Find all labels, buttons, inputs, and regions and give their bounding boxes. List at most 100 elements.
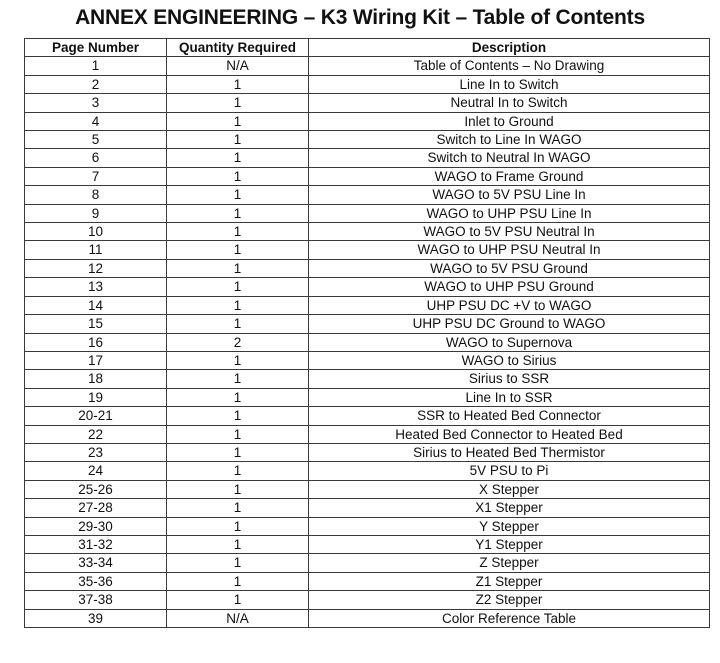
- quantity-cell: 1: [166, 277, 309, 297]
- quantity-cell: 1: [166, 203, 309, 224]
- quantity-cell: 1: [166, 479, 309, 500]
- page-number-cell: 7: [24, 166, 167, 187]
- table-body: 1 N/A Table of Contents – No Drawing 2 1 Line…: [24, 56, 710, 629]
- description-cell: Color Reference Table: [308, 608, 710, 629]
- quantity-cell: 1: [166, 93, 309, 113]
- description-cell: WAGO to UHP PSU Neutral In: [308, 240, 710, 260]
- description-cell: Neutral In to Switch: [308, 93, 710, 113]
- table-row: 31-32 1 Y1 Stepper: [24, 534, 710, 555]
- description-cell: UHP PSU DC +V to WAGO: [308, 295, 710, 316]
- quantity-cell: 1: [166, 130, 309, 150]
- header-page-number: Page Number: [24, 37, 167, 58]
- description-cell: Line In to Switch: [308, 74, 710, 95]
- table-row: 23 1 Sirius to Heated Bed Thermistor: [24, 442, 710, 463]
- description-cell: WAGO to UHP PSU Ground: [308, 277, 710, 297]
- quantity-cell: 1: [166, 111, 309, 132]
- description-cell: WAGO to Sirius: [308, 350, 710, 371]
- table-row: 10 1 WAGO to 5V PSU Neutral In: [24, 222, 710, 242]
- page-number-cell: 23: [24, 442, 167, 463]
- table-row: 3 1 Neutral In to Switch: [24, 93, 710, 113]
- page-number-cell: 20-21: [24, 406, 167, 426]
- table-row: 1 N/A Table of Contents – No Drawing: [24, 56, 710, 76]
- table-row: 27-28 1 X1 Stepper: [24, 498, 710, 518]
- quantity-cell: 1: [166, 350, 309, 371]
- quantity-cell: 1: [166, 590, 309, 610]
- table-row: 18 1 Sirius to SSR: [24, 369, 710, 389]
- quantity-cell: 1: [166, 571, 309, 592]
- page-number-cell: 22: [24, 424, 167, 444]
- table-row: 7 1 WAGO to Frame Ground: [24, 166, 710, 187]
- description-cell: Z2 Stepper: [308, 590, 710, 610]
- description-cell: Line In to SSR: [308, 387, 710, 408]
- table-row: 20-21 1 SSR to Heated Bed Connector: [24, 406, 710, 426]
- header-description: Description: [308, 37, 710, 58]
- table-row: 14 1 UHP PSU DC +V to WAGO: [24, 295, 710, 316]
- page-number-cell: 39: [24, 608, 167, 629]
- page-number-cell: 24: [24, 461, 167, 481]
- description-cell: WAGO to UHP PSU Line In: [308, 203, 710, 224]
- page-number-cell: 1: [24, 56, 167, 76]
- quantity-cell: 1: [166, 498, 309, 518]
- description-cell: Z Stepper: [308, 553, 710, 573]
- page-number-cell: 37-38: [24, 590, 167, 610]
- page-number-cell: 8: [24, 185, 167, 205]
- description-cell: Sirius to Heated Bed Thermistor: [308, 442, 710, 463]
- quantity-cell: 2: [166, 332, 309, 352]
- quantity-cell: N/A: [166, 608, 309, 629]
- table-row: 35-36 1 Z1 Stepper: [24, 571, 710, 592]
- description-cell: WAGO to Frame Ground: [308, 166, 710, 187]
- table-row: 13 1 WAGO to UHP PSU Ground: [24, 277, 710, 297]
- description-cell: WAGO to 5V PSU Line In: [308, 185, 710, 205]
- table-row: 12 1 WAGO to 5V PSU Ground: [24, 258, 710, 279]
- page-number-cell: 29-30: [24, 516, 167, 536]
- description-cell: WAGO to 5V PSU Ground: [308, 258, 710, 279]
- quantity-cell: 1: [166, 295, 309, 316]
- quantity-cell: N/A: [166, 56, 309, 76]
- description-cell: Y Stepper: [308, 516, 710, 536]
- quantity-cell: 1: [166, 553, 309, 573]
- table-row: 24 1 5V PSU to Pi: [24, 461, 710, 481]
- table-row: 19 1 Line In to SSR: [24, 387, 710, 408]
- page-number-cell: 2: [24, 74, 167, 95]
- description-cell: WAGO to Supernova: [308, 332, 710, 352]
- page-number-cell: 4: [24, 111, 167, 132]
- header-quantity-required: Quantity Required: [166, 37, 309, 58]
- table-row: 25-26 1 X Stepper: [24, 479, 710, 500]
- page-number-cell: 18: [24, 369, 167, 389]
- quantity-cell: 1: [166, 534, 309, 555]
- page-number-cell: 6: [24, 148, 167, 168]
- page-number-cell: 9: [24, 203, 167, 224]
- page-number-cell: 19: [24, 387, 167, 408]
- table-row: 6 1 Switch to Neutral In WAGO: [24, 148, 710, 168]
- document-title: ANNEX ENGINEERING – K3 Wiring Kit – Tabl…: [75, 6, 645, 29]
- page-number-cell: 35-36: [24, 571, 167, 592]
- table-row: 4 1 Inlet to Ground: [24, 111, 710, 132]
- quantity-cell: 1: [166, 166, 309, 187]
- page-number-cell: 16: [24, 332, 167, 352]
- page-number-cell: 11: [24, 240, 167, 260]
- description-cell: UHP PSU DC Ground to WAGO: [308, 314, 710, 334]
- table-row: 5 1 Switch to Line In WAGO: [24, 130, 710, 150]
- table-header-row: Page Number Quantity Required Descriptio…: [24, 37, 710, 58]
- description-cell: X1 Stepper: [308, 498, 710, 518]
- page-number-cell: 10: [24, 222, 167, 242]
- table-row: 22 1 Heated Bed Connector to Heated Bed: [24, 424, 710, 444]
- table-of-contents: Page Number Quantity Required Descriptio…: [24, 37, 710, 629]
- description-cell: Z1 Stepper: [308, 571, 710, 592]
- quantity-cell: 1: [166, 516, 309, 536]
- table-row: 17 1 WAGO to Sirius: [24, 350, 710, 371]
- page-number-cell: 13: [24, 277, 167, 297]
- page-number-cell: 5: [24, 130, 167, 150]
- description-cell: Y1 Stepper: [308, 534, 710, 555]
- page-number-cell: 3: [24, 93, 167, 113]
- description-cell: Switch to Line In WAGO: [308, 130, 710, 150]
- page-number-cell: 27-28: [24, 498, 167, 518]
- quantity-cell: 1: [166, 148, 309, 168]
- table-row: 11 1 WAGO to UHP PSU Neutral In: [24, 240, 710, 260]
- quantity-cell: 1: [166, 74, 309, 95]
- description-cell: X Stepper: [308, 479, 710, 500]
- description-cell: Sirius to SSR: [308, 369, 710, 389]
- quantity-cell: 1: [166, 222, 309, 242]
- description-cell: WAGO to 5V PSU Neutral In: [308, 222, 710, 242]
- page-number-cell: 17: [24, 350, 167, 371]
